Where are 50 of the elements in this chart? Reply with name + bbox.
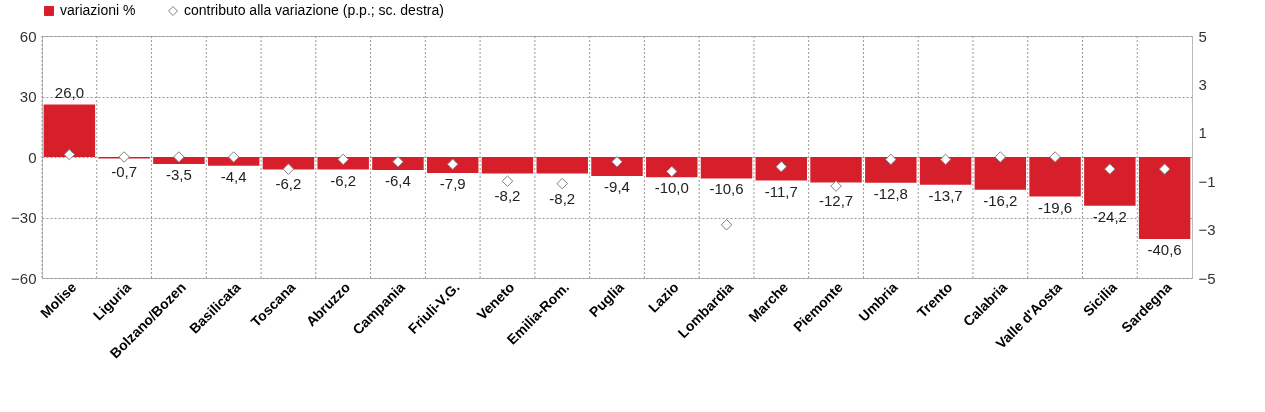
y-tick-label: 0 <box>28 148 37 166</box>
y-tick-label: −30 <box>11 209 37 226</box>
data-label: -24,2 <box>1092 207 1127 225</box>
point <box>885 153 897 166</box>
point <box>392 156 404 168</box>
data-label: -6,2 <box>330 171 357 189</box>
legend-label: variazioni % <box>60 2 136 18</box>
data-label: -6,2 <box>275 175 302 193</box>
data-label: 26,0 <box>54 83 84 101</box>
point <box>446 158 459 170</box>
data-label: -13,7 <box>928 186 963 204</box>
data-label: -10,6 <box>709 180 744 198</box>
legend-label: contributo alla variazione (p.p.; sc. destra) <box>184 2 444 18</box>
data-label: -19,6 <box>1037 198 1073 216</box>
point <box>994 151 1007 163</box>
data-label: -8,2 <box>494 187 521 205</box>
data-label: -6,4 <box>385 171 411 189</box>
point <box>173 151 185 163</box>
data-label: -4,4 <box>220 167 247 185</box>
data-label: -11,7 <box>764 182 798 200</box>
y-tick-label: 60 <box>19 27 37 45</box>
y2-tick-label: −3 <box>1198 221 1216 239</box>
point <box>1158 163 1171 175</box>
data-label: -10,0 <box>654 179 689 197</box>
point <box>227 151 240 163</box>
point <box>282 163 295 175</box>
data-label: -40,6 <box>1147 240 1182 258</box>
y2-tick-label: −5 <box>1198 269 1216 287</box>
data-label: -3,5 <box>165 166 192 184</box>
y-tick-label: 30 <box>19 88 37 105</box>
point <box>1049 151 1061 163</box>
y-tick-label: −60 <box>11 269 37 287</box>
y2-tick-label: 5 <box>1198 27 1207 45</box>
point <box>939 153 952 166</box>
data-label: -0,7 <box>111 163 138 180</box>
data-label: -9,4 <box>604 177 630 195</box>
point <box>611 156 623 168</box>
point <box>118 151 130 163</box>
data-label: -12,7 <box>818 192 854 210</box>
point <box>1104 163 1116 175</box>
y2-tick-label: 3 <box>1198 75 1207 93</box>
data-label: -7,9 <box>439 174 466 192</box>
y2-tick-label: −1 <box>1198 172 1216 190</box>
data-label: -8,2 <box>549 189 576 207</box>
point <box>337 153 349 166</box>
data-label: -12,8 <box>873 184 908 202</box>
data-label: -16,2 <box>983 191 1018 209</box>
y2-tick-label: 1 <box>1198 124 1207 142</box>
point <box>775 160 788 173</box>
point <box>63 148 76 161</box>
